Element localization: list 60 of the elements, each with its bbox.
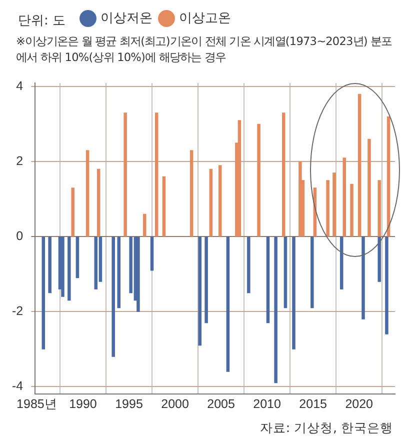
bar [48, 236, 52, 294]
x-tick-label: 2000 [161, 396, 189, 411]
x-tick-label: 2010 [253, 396, 282, 411]
bar [358, 94, 362, 236]
chart-subtitle: ※이상기온은 월 평균 최저(최고)기온이 전체 기온 시계열(1973~2023년) 분포에서 하위 10%(상위 10%)에 해당하는 경우 [16, 34, 393, 66]
bar [204, 236, 208, 324]
x-tick-label: 2020 [345, 396, 374, 411]
x-tick-label: 1990 [69, 396, 97, 411]
bar [150, 236, 154, 271]
bar [368, 138, 371, 236]
legend-label: 이상저온 [100, 10, 152, 26]
x-tick-label: 1985년 [16, 396, 58, 411]
bar [298, 161, 302, 236]
bar [76, 236, 80, 278]
bar [96, 168, 100, 236]
legend-label: 이상고온 [179, 10, 231, 26]
bar [332, 172, 336, 236]
bar [71, 188, 74, 236]
x-tick-label: 1995 [115, 396, 143, 411]
bar [257, 124, 260, 236]
bar [117, 236, 121, 308]
bar [143, 214, 146, 236]
bar [310, 236, 314, 308]
text: 자료: 기상청, 한국은행 [260, 420, 393, 437]
y-tick-label: 4 [16, 79, 24, 94]
bar [284, 236, 288, 308]
y-tick-label: -2 [12, 304, 24, 318]
bar [136, 236, 140, 312]
bar [162, 176, 166, 236]
y-tick-label: -4 [12, 378, 24, 393]
bar [198, 236, 202, 346]
bar [247, 236, 250, 294]
bar [209, 168, 213, 236]
bar [190, 150, 194, 236]
x-tick-label: 2015 [299, 396, 328, 411]
y-axis-title: 단위: 도 [18, 13, 66, 28]
bar [274, 236, 278, 384]
bar [226, 236, 230, 372]
bar [86, 150, 90, 236]
bar [218, 165, 222, 236]
bar [326, 180, 330, 236]
bar [238, 120, 242, 236]
bar [282, 112, 286, 236]
bar [378, 236, 381, 282]
bar [112, 236, 115, 357]
bar [342, 158, 346, 236]
y-tick-label: 0 [16, 229, 24, 244]
bar [68, 236, 71, 301]
bar [124, 112, 127, 236]
y-tick-label: 2 [16, 154, 24, 168]
x-tick-label: 2005 [207, 396, 235, 411]
bar [61, 236, 64, 297]
bar [42, 236, 46, 350]
bar [266, 236, 270, 324]
bar [154, 112, 158, 236]
bar [385, 236, 388, 334]
bar [292, 236, 296, 350]
bar [350, 184, 354, 236]
bar [362, 236, 365, 320]
bar [378, 180, 381, 236]
